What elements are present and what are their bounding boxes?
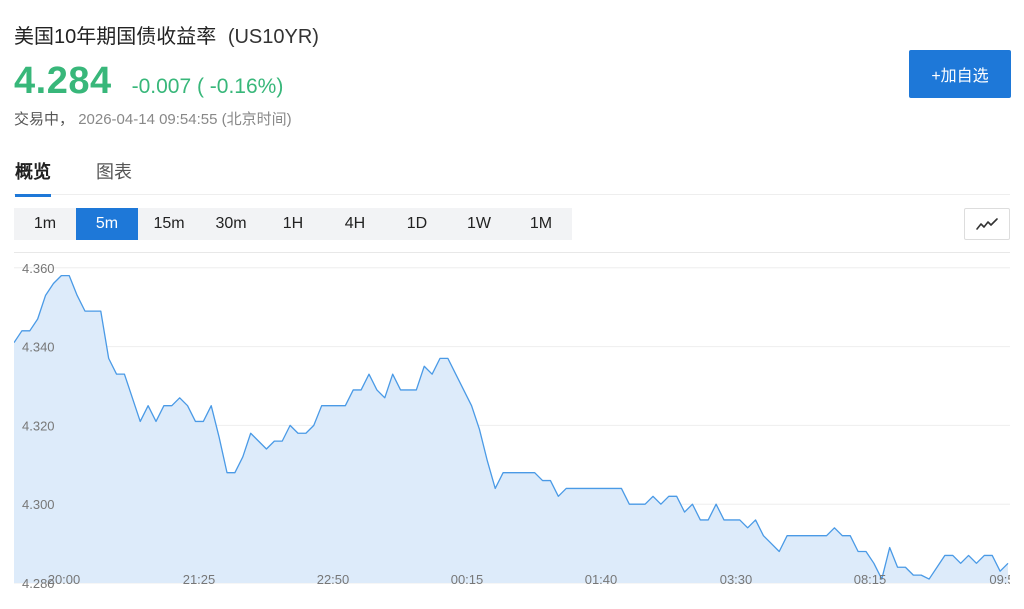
timezone-label: (北京时间) [221,111,292,128]
interval-15m[interactable]: 15m [153,215,185,232]
series-area [14,275,1008,583]
price-row: 4.284 -0.007 ( -0.16%) [14,60,283,103]
instrument-code: (US10YR) [227,26,319,48]
interval-selector: 1m 5m 15m 30m 1H 4H 1D 1W 1M [14,208,572,240]
x-tick-label: 03:30 [720,572,753,587]
x-tick-label: 21:25 [183,572,216,587]
trading-status: 交易中， 2026-04-14 09:54:55 (北京时间) [14,108,292,129]
interval-1d[interactable]: 1D [406,215,428,232]
x-tick-label: 08:15 [854,572,887,587]
y-tick-label: 4.320 [22,418,55,433]
interval-1m[interactable]: 1m [33,215,57,232]
interval-1mo[interactable]: 1M [529,215,553,232]
price-change: -0.007 ( -0.16%) [131,75,284,98]
x-tick-label: 09:5 [989,572,1010,587]
x-tick-label: 00:15 [451,572,484,587]
y-tick-label: 4.300 [22,497,55,512]
y-tick-label: 4.360 [22,261,55,276]
current-price: 4.284 [14,60,112,102]
instrument-name: 美国10年期国债收益率 [14,26,217,48]
chart-type-button[interactable] [964,208,1010,240]
tab-overview[interactable]: 概览 [15,158,51,197]
interval-30m[interactable]: 30m [215,215,247,232]
interval-5m[interactable]: 5m [76,208,138,240]
price-chart[interactable]: 4.360 4.340 4.320 4.300 4.280 20:00 21:25 22:50… [14,252,1010,596]
tab-bar: 概览 图表 [14,150,1010,197]
timestamp: 2026-04-14 09:54:55 [78,111,218,128]
line-chart-icon [976,218,998,230]
series-line [14,274,1009,580]
x-tick-label: 20:00 [48,572,81,587]
x-tick-label: 22:50 [317,572,350,587]
interval-4h[interactable]: 4H [344,215,366,232]
y-tick-label: 4.280 [22,576,55,591]
add-to-watchlist-button[interactable]: +加自选 [909,50,1011,98]
interval-1w[interactable]: 1W [467,215,491,232]
interval-1h[interactable]: 1H [282,215,304,232]
x-tick-label: 01:40 [585,572,618,587]
y-tick-label: 4.340 [22,340,55,355]
tab-chart[interactable]: 图表 [96,162,132,182]
status-text: 交易中， [14,111,75,128]
title: 美国10年期国债收益率 (US10YR) [14,20,319,49]
